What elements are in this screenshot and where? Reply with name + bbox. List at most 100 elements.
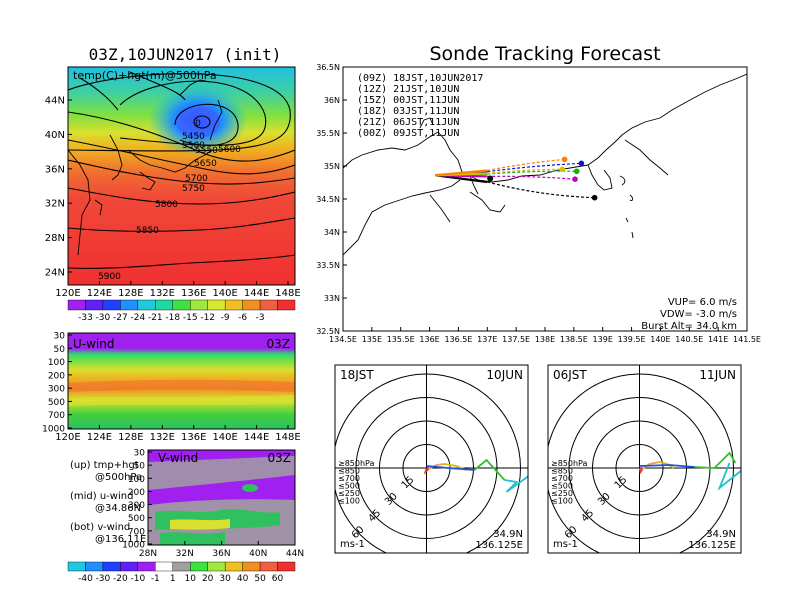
svg-text:@136.11E: @136.11E — [95, 534, 146, 545]
hodograph-trace — [423, 467, 430, 475]
track-lat-tick: 33.5N — [316, 261, 340, 270]
vwind-panel: V-wind 03Z 30 50 100 200 300 500 700 1000 28N 32… — [67, 449, 304, 584]
uwind-lon-tick: 124E — [87, 432, 112, 443]
colorbar-tick: -9 — [221, 313, 230, 323]
track-lon-tick: 140E — [650, 335, 670, 344]
vwind-colorbar: -40 -30 -20 -10 -1 1 10 20 30 40 50 60 — [67, 561, 296, 584]
map500-lon-tick: 140E — [212, 288, 237, 299]
colorbar-swatch — [85, 299, 104, 311]
hodograph-trace — [694, 451, 737, 469]
track-lat-tick: 35.5N — [316, 129, 340, 138]
colorbar-tick: 1 — [170, 574, 176, 584]
pressure-legend-entry: ≤500 — [551, 482, 573, 491]
colorbar-swatch — [67, 299, 86, 311]
hodograph-coord-lat: 34.9N — [493, 529, 523, 540]
uwind-label: U-wind — [73, 337, 114, 351]
colorbar-swatch — [224, 299, 243, 311]
track-dashed-segment — [487, 168, 563, 175]
vwind-pressure-tick: 50 — [134, 462, 146, 472]
hodograph-trace — [639, 464, 695, 468]
pressure-legend-entry: ≤850 — [551, 467, 573, 476]
colorbar-swatch — [102, 299, 121, 311]
track-lon-tick: 137.5E — [502, 335, 530, 344]
map500-lat-tick: 24N — [45, 268, 65, 279]
uwind-pressure-tick: 500 — [48, 398, 65, 408]
hodograph-trace — [641, 461, 660, 470]
vwind-pressure-tick: 1000 — [122, 541, 145, 551]
track-endpoint — [559, 166, 566, 173]
svg-text:5650: 5650 — [194, 159, 217, 169]
track-endpoint — [561, 156, 568, 163]
colorbar-tick: -3 — [256, 313, 265, 323]
colorbar-swatch — [190, 299, 208, 311]
track-lat-tick: 36N — [324, 96, 340, 105]
vwind-lat-tick: 32N — [176, 549, 194, 559]
launch-point — [487, 175, 494, 182]
map500-lon-tick: 124E — [87, 288, 112, 299]
colorbar-swatch — [242, 561, 261, 572]
colorbar-swatch — [242, 299, 261, 311]
pressure-legend-entry: ≤850 — [338, 467, 360, 476]
map500-lon-tick: 144E — [244, 288, 269, 299]
vwind-pressure-tick: 300 — [128, 501, 145, 511]
uwind-lon-tick: 140E — [212, 432, 237, 443]
hodograph-trace — [473, 458, 506, 481]
map500-lon-tick: 136E — [181, 288, 206, 299]
hodograph-time: 18JST — [340, 368, 374, 382]
ring-label: 15 — [613, 474, 630, 491]
colorbar-tick: -24 — [130, 313, 145, 323]
colorbar-tick: -30 — [96, 574, 111, 584]
hodograph-coord-lon: 136.125E — [475, 540, 523, 551]
map500-lat-axis: 44N 40N 36N 32N 28N 24N — [45, 96, 72, 279]
colorbar-swatch — [137, 561, 156, 572]
vwind-label: V-wind — [158, 451, 198, 465]
colorbar-swatch — [172, 299, 191, 311]
hodograph-coord-lat: 34.9N — [706, 529, 736, 540]
track-lon-tick: 138E — [535, 335, 555, 344]
vwind-pressure-tick: 30 — [134, 449, 146, 459]
colorbar-swatch — [172, 561, 191, 572]
uwind-lon-tick: 120E — [55, 432, 80, 443]
colorbar-swatch — [190, 561, 208, 572]
main-title: Sonde Tracking Forecast — [429, 43, 660, 65]
colorbar-tick: 30 — [219, 574, 231, 584]
hodograph-trace — [426, 465, 475, 471]
colorbar-tick: -12 — [200, 313, 215, 323]
svg-text:5800: 5800 — [155, 200, 178, 210]
colorbar-tick: -40 — [78, 574, 93, 584]
hodograph-trace — [638, 467, 644, 475]
svg-text:Burst Alt= 34.0 km: Burst Alt= 34.0 km — [641, 321, 737, 332]
uwind-pressure-tick: 100 — [48, 358, 65, 368]
track-lon-tick: 140.5E — [675, 335, 703, 344]
colorbar-swatch — [120, 561, 139, 572]
track-lon-axis: 134.5E 135E 135.5E 136E 136.5E 137E 137.5E 138E… — [329, 327, 761, 344]
svg-text:5500: 5500 — [182, 141, 205, 151]
colorbar-swatch — [85, 561, 104, 572]
track-lon-tick: 138.5E — [560, 335, 588, 344]
pressure-legend-entry: ≤100 — [338, 497, 360, 506]
uwind-pressure-tick: 50 — [54, 345, 66, 355]
colorbar-tick: 20 — [202, 574, 214, 584]
vwind-lat-tick: 28N — [139, 549, 157, 559]
track-dashed-segment — [487, 181, 595, 199]
colorbar-tick: -20 — [113, 574, 128, 584]
colorbar-tick: -27 — [113, 313, 128, 323]
svg-text:(up) tmp+hgt: (up) tmp+hgt — [70, 460, 139, 471]
svg-text:5600: 5600 — [218, 145, 241, 155]
map500-lat-tick: 36N — [45, 164, 65, 175]
svg-text:VUP= 6.0 m/s: VUP= 6.0 m/s — [668, 297, 737, 308]
hodograph-trace — [428, 463, 445, 470]
colorbar-swatch — [67, 561, 86, 572]
track-lat-tick: 33N — [324, 294, 340, 303]
track-lon-tick: 135.5E — [387, 335, 415, 344]
map500-lat-tick: 40N — [45, 130, 65, 141]
svg-text:5550: 5550 — [195, 146, 218, 156]
colorbar-tick: 40 — [237, 574, 249, 584]
colorbar-swatch — [155, 561, 173, 572]
height-contours — [68, 71, 295, 269]
map500-lon-axis: 120E 124E 128E 132E 136E 140E 144E 148E — [55, 281, 301, 299]
colorbar-tick: -6 — [238, 313, 247, 323]
hodograph-coord-lon: 136.125E — [688, 540, 736, 551]
